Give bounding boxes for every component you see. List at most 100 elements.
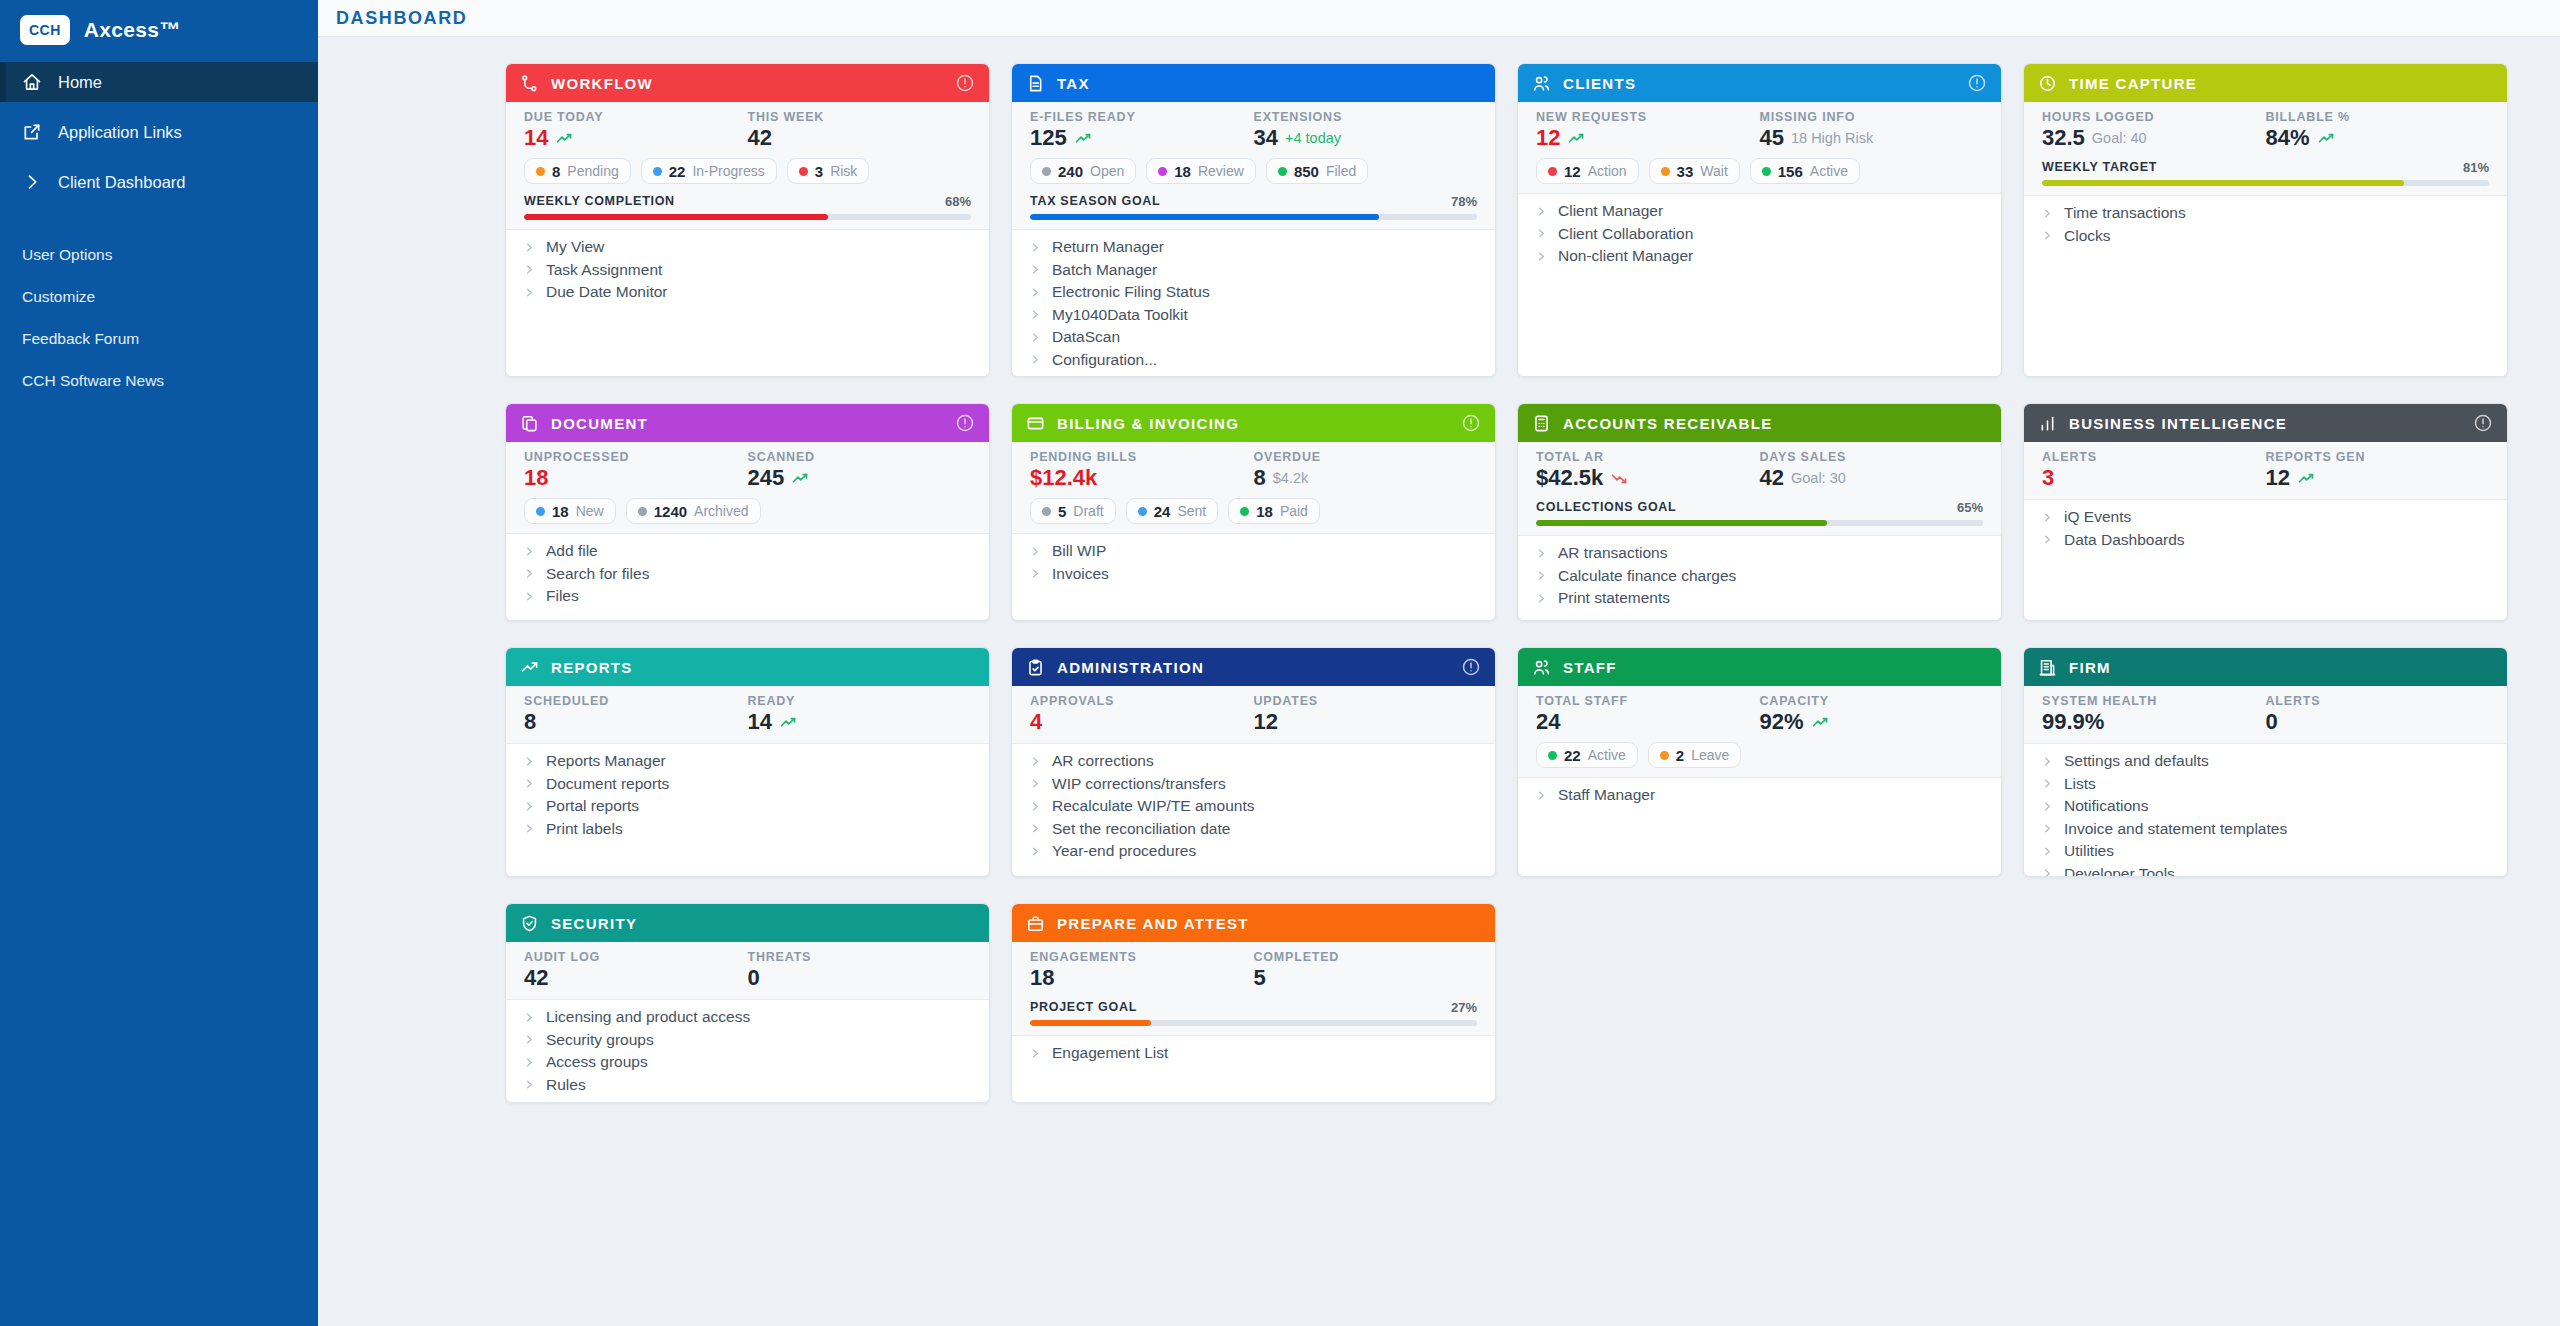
info-icon[interactable]	[1461, 657, 1481, 677]
stat: ALERTS0	[2266, 694, 2490, 734]
stat: E-FILES READY125	[1030, 110, 1254, 150]
card-link[interactable]: Add file	[524, 540, 971, 563]
card-link[interactable]: Print labels	[524, 818, 971, 841]
card-link[interactable]: Set the reconciliation date	[1030, 818, 1477, 841]
card-link[interactable]: WIP corrections/transfers	[1030, 773, 1477, 796]
sidebar-item-application-links[interactable]: Application Links	[0, 112, 318, 152]
progress-label: PROJECT GOAL	[1030, 1000, 1137, 1015]
card-link[interactable]: Rules	[524, 1074, 971, 1097]
card-link[interactable]: Reports Manager	[524, 750, 971, 773]
card-link[interactable]: Settings and defaults	[2042, 750, 2489, 773]
sidebar-item-customize[interactable]: Customize	[0, 276, 318, 318]
card-title: PREPARE AND ATTEST	[1057, 915, 1249, 932]
info-icon[interactable]	[1967, 73, 1987, 93]
card-link[interactable]: Year-end procedures	[1030, 840, 1477, 863]
card-link[interactable]: DataScan	[1030, 326, 1477, 349]
chevron-right-icon	[1030, 822, 1041, 835]
card-link[interactable]: Security groups	[524, 1029, 971, 1052]
card-link-label: AR transactions	[1558, 544, 1667, 562]
card-link[interactable]: Configuration...	[1030, 349, 1477, 372]
info-icon[interactable]	[1461, 413, 1481, 433]
stat-label: HOURS LOGGED	[2042, 110, 2266, 124]
stat-value: 0	[2266, 711, 2278, 733]
badge-dot	[1240, 507, 1249, 516]
card-link[interactable]: Access groups	[524, 1051, 971, 1074]
card-link[interactable]: Invoice and statement templates	[2042, 818, 2489, 841]
badge-value: 22	[669, 163, 686, 180]
card-link[interactable]: Return Manager	[1030, 236, 1477, 259]
stat-label: DUE TODAY	[524, 110, 748, 124]
card-link[interactable]: Due Date Monitor	[524, 281, 971, 304]
sidebar-item-label: Client Dashboard	[58, 173, 186, 192]
sidebar-item-home[interactable]: Home	[0, 62, 318, 102]
card-link[interactable]: Calculate finance charges	[1536, 565, 1983, 588]
stat-label: SCANNED	[748, 450, 972, 464]
card-links: AR corrections WIP corrections/transfers R…	[1012, 744, 1495, 876]
card-link[interactable]: Clocks	[2042, 225, 2489, 248]
sidebar-primary-nav: Home Application Links Client Dashboard	[0, 62, 318, 212]
card-link[interactable]: Files	[524, 585, 971, 608]
info-icon[interactable]	[955, 413, 975, 433]
card-link[interactable]: Invoices	[1030, 563, 1477, 586]
card-link[interactable]: Batch Manager	[1030, 259, 1477, 282]
card-link[interactable]: Client Collaboration	[1536, 223, 1983, 246]
stat: COMPLETED5	[1254, 950, 1478, 990]
progress-percent: 65%	[1957, 500, 1983, 515]
card-link-label: Batch Manager	[1052, 261, 1157, 279]
card-link[interactable]: Lists	[2042, 773, 2489, 796]
card-link[interactable]: Non-client Manager	[1536, 245, 1983, 268]
info-icon[interactable]	[955, 73, 975, 93]
stat-row: TOTAL AR$42.5kDAYS SALES42Goal: 30	[1536, 450, 1983, 490]
sidebar-item-cch-software-news[interactable]: CCH Software News	[0, 360, 318, 402]
trend-up-icon	[2297, 472, 2315, 485]
card-link[interactable]: My1040Data Toolkit	[1030, 304, 1477, 327]
card-firm: FIRMSYSTEM HEALTH99.9%ALERTS0Settings an…	[2023, 647, 2508, 877]
card-link[interactable]: Data Dashboards	[2042, 529, 2489, 552]
sidebar-item-client-dashboard[interactable]: Client Dashboard	[0, 162, 318, 202]
card-link[interactable]: Recalculate WIP/TE amounts	[1030, 795, 1477, 818]
status-badge: 156Active	[1750, 158, 1860, 184]
status-badge: 5Draft	[1030, 498, 1116, 524]
stat: SYSTEM HEALTH99.9%	[2042, 694, 2266, 734]
card-link[interactable]: Licensing and product access	[524, 1006, 971, 1029]
sidebar-item-feedback-forum[interactable]: Feedback Forum	[0, 318, 318, 360]
card-link[interactable]: Search for files	[524, 563, 971, 586]
sidebar-item-label: Home	[58, 73, 102, 92]
card-link[interactable]: iQ Events	[2042, 506, 2489, 529]
stat-value: 92%	[1760, 711, 1804, 733]
card-link[interactable]: Developer Tools	[2042, 863, 2489, 878]
card-link[interactable]: Engagement List	[1030, 1042, 1477, 1065]
stat-value-row: 8	[524, 710, 748, 734]
card-link[interactable]: Staff Manager	[1536, 784, 1983, 807]
card-link[interactable]: AR transactions	[1536, 542, 1983, 565]
card-link[interactable]: My View	[524, 236, 971, 259]
card-link[interactable]: Electronic Filing Status	[1030, 281, 1477, 304]
card-link-label: Clocks	[2064, 227, 2111, 245]
progress: COLLECTIONS GOAL65%	[1536, 500, 1983, 526]
status-badge: 8Pending	[524, 158, 631, 184]
card-link[interactable]: Client Manager	[1536, 200, 1983, 223]
progress: PROJECT GOAL27%	[1030, 1000, 1477, 1026]
card-link[interactable]: Utilities	[2042, 840, 2489, 863]
card-link[interactable]: Print statements	[1536, 587, 1983, 610]
external-link-icon	[22, 122, 42, 142]
card-link[interactable]: Document reports	[524, 773, 971, 796]
card-link[interactable]: AR corrections	[1030, 750, 1477, 773]
card-link[interactable]: Time transactions	[2042, 202, 2489, 225]
card-link[interactable]: Bill WIP	[1030, 540, 1477, 563]
card-link-label: WIP corrections/transfers	[1052, 775, 1226, 793]
info-icon[interactable]	[2473, 413, 2493, 433]
sidebar: CCH Axcess™ Home Application Links Clien…	[0, 0, 318, 1326]
stat-label: REPORTS GEN	[2266, 450, 2490, 464]
badge-value: 24	[1154, 503, 1171, 520]
home-icon	[22, 72, 42, 92]
card-header: PREPARE AND ATTEST	[1012, 904, 1495, 942]
card-link[interactable]: Portal reports	[524, 795, 971, 818]
sidebar-secondary-nav: User Options Customize Feedback Forum CC…	[0, 234, 318, 402]
sidebar-item-user-options[interactable]: User Options	[0, 234, 318, 276]
badge-label: Filed	[1326, 163, 1356, 179]
card-stats-section: NEW REQUESTS12MISSING INFO4518 High Risk…	[1518, 102, 2001, 194]
card-link[interactable]: Notifications	[2042, 795, 2489, 818]
calculator-icon	[1532, 414, 1551, 433]
card-link[interactable]: Task Assignment	[524, 259, 971, 282]
